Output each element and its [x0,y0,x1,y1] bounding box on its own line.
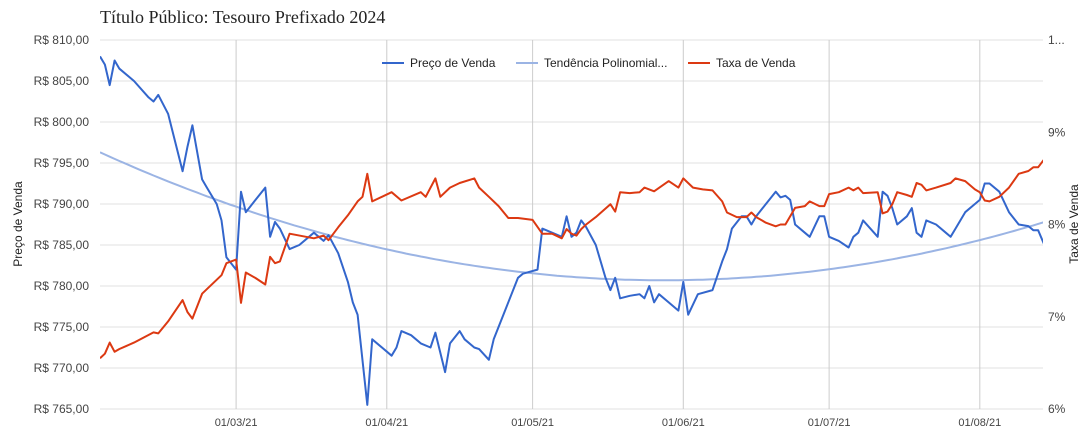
y-tick-label: R$ 795,00 [34,156,90,170]
series-line-tendencia-polinomial [100,151,1043,282]
y-tick-label: R$ 810,00 [34,33,90,47]
x-tick-label: 01/08/21 [958,417,1001,429]
series-line-taxa-de-venda [100,159,1043,360]
y-tick-label: R$ 800,00 [34,115,90,129]
x-tick-label: 01/04/21 [365,417,408,429]
y-tick-label: R$ 805,00 [34,74,90,88]
y-tick-label: R$ 790,00 [34,197,90,211]
y-tick-label: R$ 765,00 [34,402,90,416]
series-line-preco-de-venda [100,55,1043,406]
y2-tick-label: 6% [1048,402,1066,416]
y-axis-title: Preço de Venda [11,181,25,267]
y-tick-label: R$ 785,00 [34,238,90,252]
y-tick-label: R$ 770,00 [34,361,90,375]
x-tick-label: 01/07/21 [808,417,851,429]
legend-label: Preço de Venda [410,56,496,70]
y-tick-label: R$ 775,00 [34,320,90,334]
legend-label: Taxa de Venda [716,56,796,70]
y2-axis-title: Taxa de Venda [1067,184,1081,264]
chart-title: Título Público: Tesouro Prefixado 2024 [100,7,386,27]
y-tick-label: R$ 780,00 [34,279,90,293]
y2-tick-label: 8% [1048,218,1066,232]
x-tick-label: 01/05/21 [511,417,554,429]
y2-tick-label: 1... [1048,33,1065,47]
y2-tick-label: 9% [1048,125,1066,139]
x-tick-label: 01/06/21 [662,417,705,429]
y2-tick-label: 7% [1048,310,1066,324]
x-tick-label: 01/03/21 [215,417,258,429]
legend-label: Tendência Polinomial... [544,56,667,70]
